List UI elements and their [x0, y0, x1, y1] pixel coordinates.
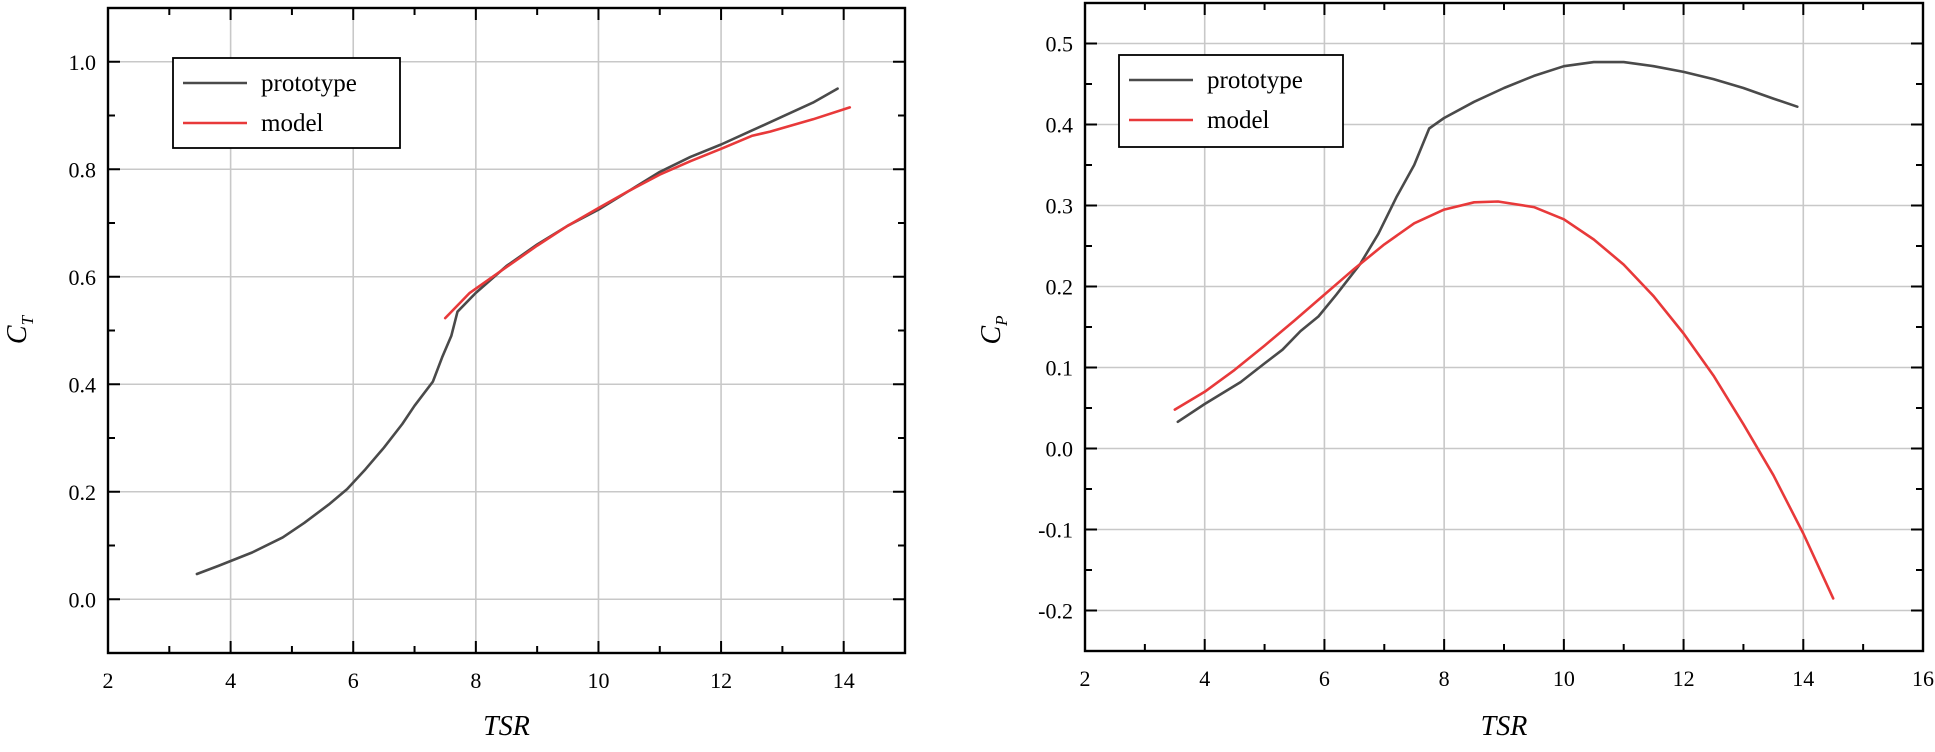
y-tick-label: -0.2: [1038, 599, 1073, 624]
y-axis-title: CP: [976, 315, 1011, 344]
y-tick-label: 0.1: [1046, 356, 1074, 381]
x-tick-label: 10: [587, 668, 609, 693]
series-line-prototype: [1176, 60, 1799, 424]
x-tick-label: 12: [1673, 666, 1695, 691]
x-tick-label: 10: [1553, 666, 1575, 691]
legend: prototype model: [1118, 54, 1344, 148]
legend-label-prototype: prototype: [1207, 67, 1303, 94]
y-tick-label: 0.4: [69, 372, 97, 397]
y-tick-label: 0.3: [1046, 194, 1074, 219]
legend-label-prototype: prototype: [261, 70, 357, 97]
y-tick-label: 0.0: [69, 587, 97, 612]
y-axis-title-subscript: P: [992, 315, 1011, 326]
y-axis-title-main: C: [976, 326, 1007, 345]
x-tick-label: 2: [1080, 666, 1091, 691]
y-tick-label: 0.6: [69, 265, 97, 290]
y-tick-label: -0.1: [1038, 518, 1073, 543]
power-coefficient-chart: 2 4 6 8 10 12 14 16 -0.2 -0.1 0.0 0.1 0.2 0.3 0.4 0.5 TS…: [976, 1, 1934, 742]
y-tick-label: 0.2: [69, 480, 97, 505]
thrust-coefficient-chart: 2 4 6 8 10 12 140.00.20.40.60.81.0TSRCTprototy…: [2, 6, 907, 742]
grid: [1085, 3, 1924, 651]
legend-label-model: model: [261, 110, 324, 137]
y-tick-label: 0.4: [1046, 113, 1074, 138]
x-tick-label: 2: [103, 668, 114, 693]
x-tick-label: 8: [1439, 666, 1450, 691]
x-tick-label: 6: [1319, 666, 1330, 691]
x-tick-label: 4: [1199, 666, 1210, 691]
x-tick-label: 16: [1912, 666, 1934, 691]
x-tick-label: 8: [470, 668, 481, 693]
legend-label-model: model: [1207, 107, 1270, 134]
y-tick-label: 0.0: [1046, 437, 1074, 462]
y-axis-title-subscript: T: [18, 314, 37, 325]
series-line-prototype: [195, 87, 839, 576]
y-tick-label: 0.5: [1046, 32, 1074, 57]
y-axis-title: CT: [2, 314, 37, 344]
y-tick-label: 0.8: [69, 157, 97, 182]
x-tick-label: 4: [225, 668, 236, 693]
series-line-model: [1173, 200, 1835, 600]
x-axis-title: TSR: [1481, 711, 1528, 742]
x-tick-label: 14: [833, 668, 855, 693]
x-tick-label: 14: [1792, 666, 1814, 691]
legend: prototype model: [172, 57, 401, 149]
legend-box: [1118, 54, 1344, 148]
x-axis-title: TSR: [483, 711, 530, 742]
x-tick-label: 12: [710, 668, 732, 693]
series-line-model: [443, 106, 852, 320]
x-tick-label: 6: [348, 668, 359, 693]
y-axis-title-main: C: [2, 325, 33, 344]
y-tick-label: 0.2: [1046, 275, 1074, 300]
y-tick-label: 1.0: [69, 50, 97, 75]
legend-box: [172, 57, 401, 149]
